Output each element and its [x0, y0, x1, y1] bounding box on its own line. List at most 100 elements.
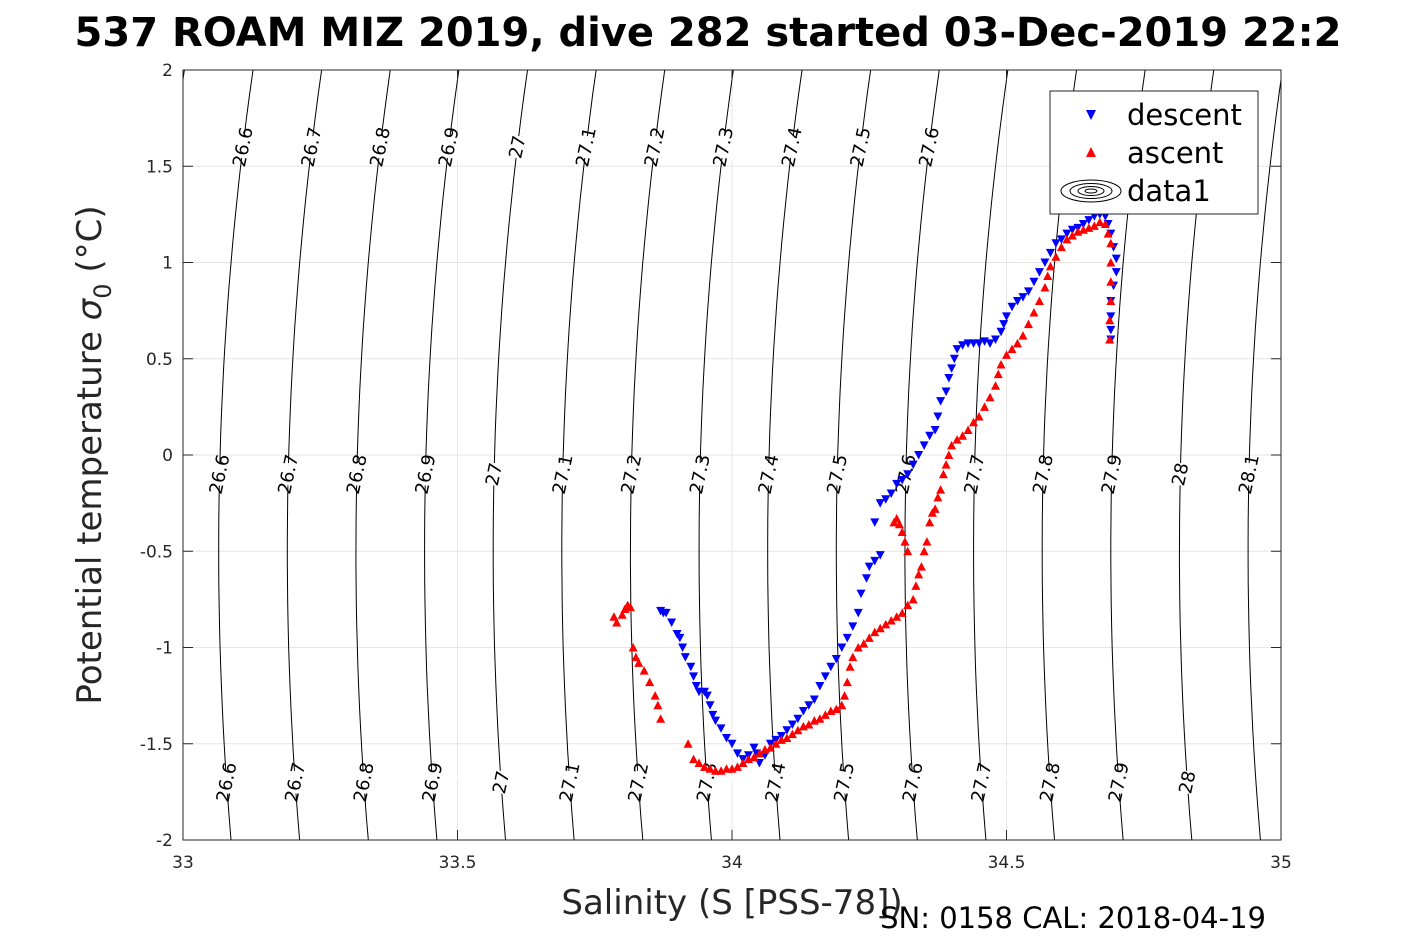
- axes: 33 33.5 34 34.5 35 2 1.5 1 0.5 0 -0.5 -1 -1.5 -2: [140, 61, 1292, 873]
- descent-point: [716, 724, 726, 733]
- descent-point: [1106, 325, 1116, 335]
- contour-label: 27.8: [1029, 453, 1058, 497]
- ascent-point: [631, 652, 641, 662]
- ascent-point: [1100, 219, 1110, 228]
- ascent-point: [639, 666, 649, 675]
- ascent-point: [645, 677, 655, 687]
- isopycnal-line: [1247, 75, 1281, 840]
- ascent-point: [683, 739, 693, 748]
- contour-label-bg: [834, 131, 887, 163]
- y-tick-label: 1.5: [146, 157, 173, 177]
- descent-point: [1078, 220, 1088, 229]
- ascent-point: [612, 617, 622, 627]
- ascent-point: [1095, 217, 1105, 227]
- descent-point: [842, 633, 852, 643]
- contour-labels: 26.6 26.7 26.8 26.9 27 27.1 27.2 27.3 27.4 27.5 27…: [193, 125, 1275, 805]
- contour-label-bg: [1017, 458, 1069, 490]
- ascent-point: [864, 633, 874, 642]
- descent-point: [1045, 248, 1055, 258]
- contour-label: 27.5: [830, 761, 859, 805]
- descent-point: [870, 556, 880, 566]
- ascent-point: [1012, 338, 1022, 348]
- ascent-point: [840, 691, 850, 700]
- descent-point: [875, 551, 885, 560]
- ascent-point: [628, 643, 638, 652]
- ascent-point: [936, 485, 946, 494]
- legend-box: [1049, 90, 1259, 215]
- descent-point: [798, 707, 808, 716]
- contour-label: 28: [1168, 461, 1193, 488]
- descent-point: [831, 655, 841, 664]
- ascent-point: [881, 619, 891, 629]
- contour-label-bg: [1092, 766, 1145, 798]
- ascent-point: [919, 546, 929, 556]
- contour-label-bg: [285, 131, 338, 163]
- ascent-point: [969, 417, 979, 427]
- ascent-point: [609, 612, 619, 621]
- ascent-point: [1105, 315, 1115, 325]
- descent-point: [782, 726, 792, 735]
- ascent-point: [886, 616, 896, 625]
- contour-label: 27: [482, 461, 507, 488]
- descent-point: [1012, 297, 1022, 306]
- descent-point: [793, 714, 803, 724]
- descent-point: [853, 608, 863, 618]
- ascent-point: [754, 748, 764, 758]
- isopycnal-line: [286, 70, 323, 840]
- ascent-point: [894, 519, 904, 529]
- descent-point: [862, 574, 872, 583]
- ascent-point: [793, 725, 803, 735]
- contour-label-bg: [475, 766, 527, 798]
- contour-label-bg: [406, 766, 459, 798]
- descent-point: [678, 643, 688, 652]
- legend: descent ascent data1: [1049, 90, 1259, 215]
- isopycnal-line: [424, 70, 460, 840]
- contour-label: 27.7: [960, 453, 989, 497]
- ascent-point: [837, 700, 847, 710]
- contour-label: 26.8: [350, 761, 379, 805]
- ascent-point: [933, 492, 943, 502]
- ascent-point: [892, 612, 902, 621]
- descent-point: [897, 476, 907, 485]
- descent-point: [787, 720, 797, 729]
- ascent-point: [820, 710, 830, 719]
- ascent-point: [875, 623, 885, 633]
- ascent-point: [787, 729, 797, 739]
- ascent-point: [842, 677, 852, 687]
- ascent-point: [634, 658, 644, 667]
- contour-label: 26.6: [229, 125, 258, 169]
- contour-label-bg: [491, 131, 544, 163]
- descent-point: [892, 479, 902, 489]
- contour-label: 27.3: [693, 761, 722, 805]
- descent-point: [837, 643, 847, 652]
- ascent-point: [974, 412, 984, 421]
- ascent-point: [804, 720, 814, 729]
- contour-label: 27: [505, 134, 530, 161]
- ascent-point: [1002, 350, 1011, 359]
- contour-label: 26.9: [411, 453, 440, 497]
- descent-point: [952, 345, 962, 354]
- ascent-point: [859, 639, 869, 648]
- ascent-point: [1103, 229, 1113, 238]
- isopycnal-line: [355, 70, 391, 840]
- descent-point: [864, 562, 874, 572]
- contour-label: 27.1: [549, 453, 578, 497]
- descent-point: [999, 320, 1009, 329]
- contour-label-bg: [887, 766, 939, 798]
- descent-point: [680, 653, 690, 662]
- ascent-point: [991, 381, 1001, 390]
- descent-point: [991, 335, 1001, 344]
- contour-label: 27.4: [778, 125, 807, 169]
- ascent-point: [1106, 296, 1116, 305]
- x-tick-label: 35: [1270, 853, 1292, 873]
- isopycnal-line: [835, 70, 872, 840]
- contour-label-bg: [560, 131, 612, 163]
- contour-label-bg: [1024, 766, 1076, 798]
- descent-point: [925, 431, 935, 441]
- descent-point: [949, 354, 959, 364]
- contour-label-bg: [811, 458, 863, 490]
- descent-point: [944, 374, 954, 383]
- descent-point: [856, 589, 866, 599]
- descent-point: [1106, 312, 1116, 321]
- contour-label-bg: [955, 766, 1008, 798]
